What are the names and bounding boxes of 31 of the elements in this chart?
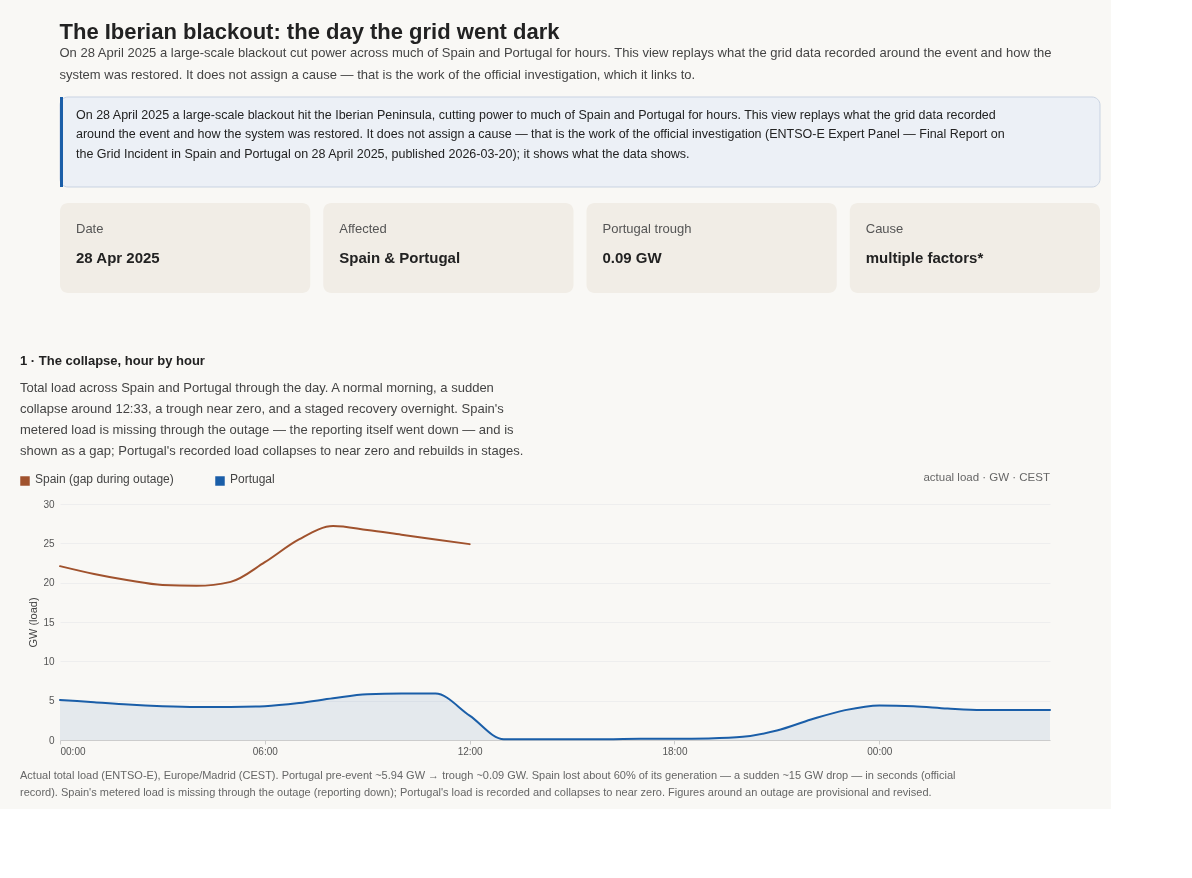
text: 28 Apr 2025 — [76, 249, 160, 266]
x-tick-label: 12:00 — [457, 745, 484, 757]
x-tick-label: 00:00 — [60, 745, 86, 757]
legend-label: Portugal — [230, 472, 275, 486]
text: On 28 April 2025 a large-scale blackout cut power across much of Spain and Portugal for hours. This view replays what the grid data recorded around the event and how the system was restored. It does not assign a cause — that is the work of the official investigation, which it links to. — [59, 44, 1052, 82]
chart-title: 1 · The collapse, hour by hour — [20, 353, 205, 368]
text: multiple factors* — [865, 249, 984, 266]
y-axis-title: GW (load) — [27, 597, 40, 648]
y-tick-label: 0 — [48, 734, 55, 746]
y-tick-label: 30 — [43, 498, 55, 510]
x-tick-label: 18:00 — [662, 745, 688, 757]
y-tick-label: 10 — [43, 655, 55, 667]
text: Portugal trough — [602, 221, 692, 236]
text: Spain & Portugal — [339, 249, 461, 266]
text: Cause — [865, 221, 904, 236]
text: 0.09 GW — [602, 249, 663, 266]
text: Actual total load (ENTSO-E), Europe/Madrid (CEST). Portugal pre-event ~5.94 GW → trough ~0.09 GW. Spain lost about 60% of its generation — a sudden ~15 GW drop — in seconds (official record). Spain's metered load is missing through the outage (reporting down); Portugal's load is recorded and collapses to near zero. Figures around an outage are provisional and revised. — [20, 769, 956, 799]
x-tick-label: 06:00 — [252, 745, 279, 757]
x-tick-label: 00:00 — [867, 745, 893, 757]
text: Affected — [339, 221, 387, 236]
legend-label: Spain (gap during outage) — [35, 472, 174, 486]
line-series — [59, 525, 471, 587]
y-tick-label: 5 — [48, 695, 55, 707]
text: actual load · GW · CEST — [923, 471, 1050, 483]
text: On 28 April 2025 a large-scale blackout hit the Iberian Peninsula, cutting power to much of Spain and Portugal for hours. This view replays what the grid data recorded around the event and how the system was restored. It does not assign a cause — that is the work of the official investigation (ENTSO-E Expert Panel — Final Report on the Grid Incident in Spain and Portugal on 28 April 2025, published 2026-03-20); it shows what the data shows. — [76, 108, 1005, 161]
text: Date — [76, 221, 104, 236]
chart-subtitle: Total load across Spain and Portugal through the day. A normal morning, a sudden collapse around 12:33, a trough near zero, and a staged recovery overnight. Spain's metered load is missing through the outage — the reporting itself went down — and is shown as a gap; Portugal's recorded load collapses to near zero and rebuilds in stages. — [20, 380, 524, 458]
y-tick-label: 25 — [43, 537, 55, 549]
text: The Iberian blackout: the day the grid went dark — [59, 18, 561, 44]
y-tick-label: 15 — [43, 616, 55, 628]
y-tick-label: 20 — [43, 577, 55, 589]
